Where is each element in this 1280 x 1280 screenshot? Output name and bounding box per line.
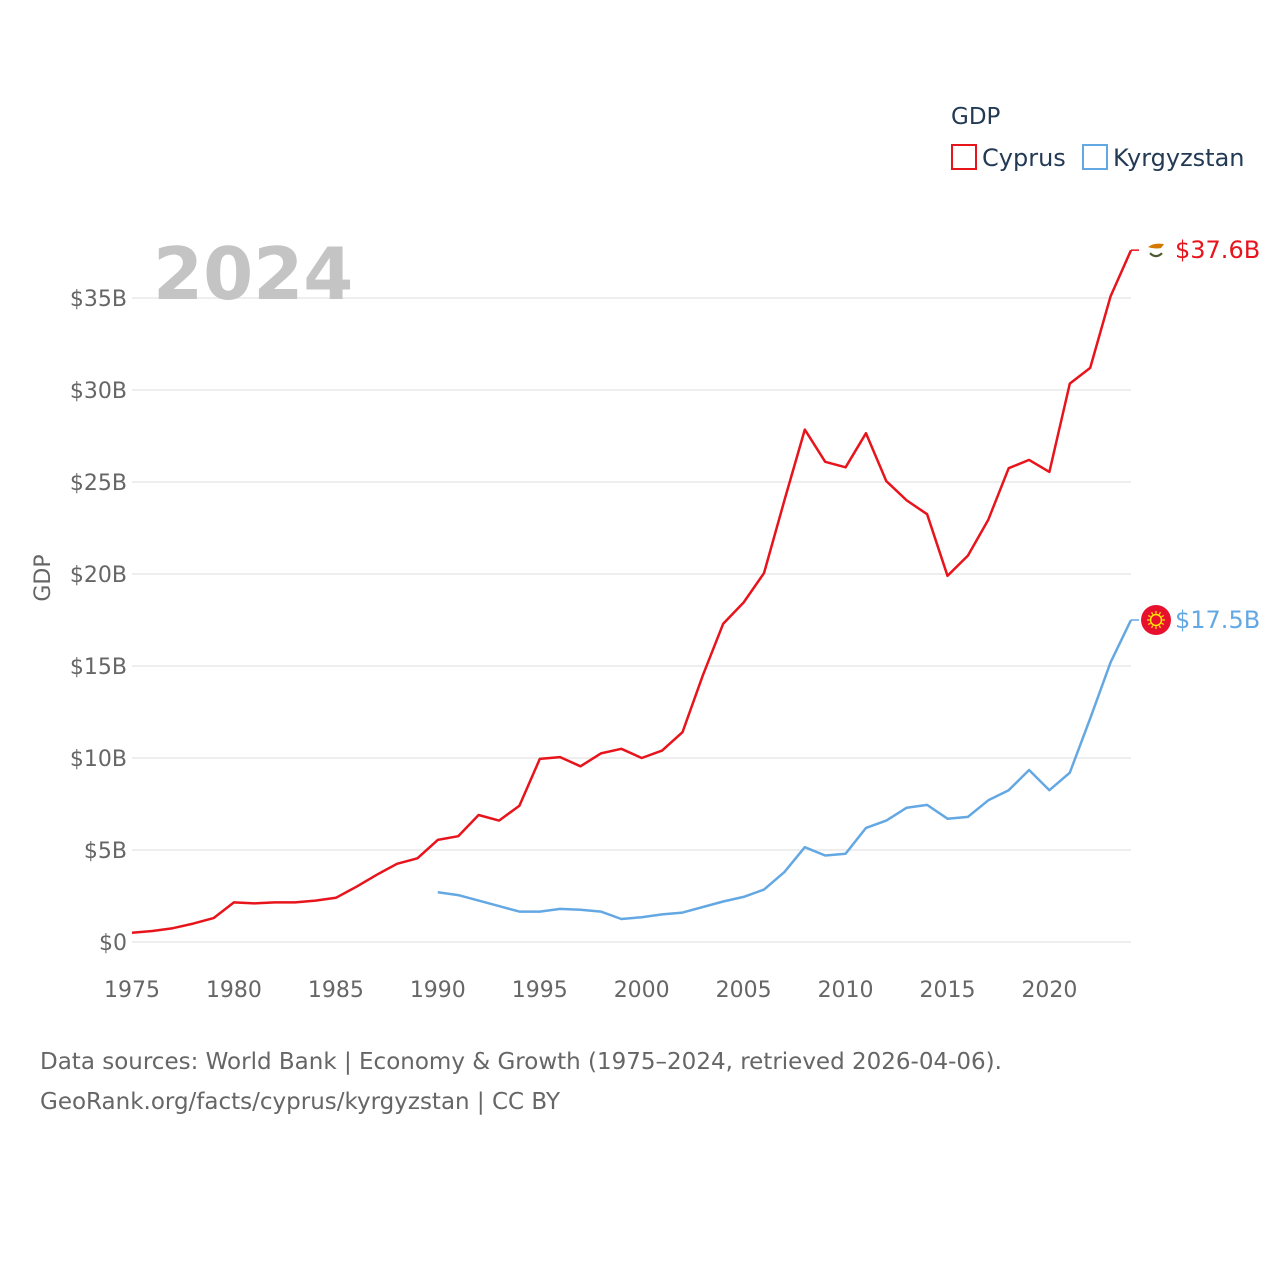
year-label: 2024 [153,232,353,316]
series-lines [131,249,1133,935]
x-tick-label: 1985 [308,978,364,1003]
x-axis-ticks: 1975 1980 1985 1990 1995 2000 2005 2010 2015 2020 [104,978,1077,1003]
source-line-1: Data sources: World Bank | Economy & Gro… [40,1049,1002,1075]
series-line-cyprus [131,249,1133,935]
kyrgyzstan-flag-icon [1141,605,1171,635]
y-tick-label: $5B [84,839,127,864]
legend-item-cyprus[interactable]: Cyprus [951,144,1066,172]
cyprus-flag-icon [1145,239,1167,262]
x-tick-label: 1990 [410,978,466,1003]
x-tick-label: 2015 [920,978,976,1003]
end-label-cyprus: $37.6B [1175,236,1260,264]
x-tick-label: 2000 [614,978,670,1003]
legend-swatch-cyprus [951,144,977,170]
x-tick-label: 2020 [1021,978,1077,1003]
grid-lines [132,297,1131,943]
y-tick-label: $30B [70,379,127,404]
legend-item-kyrgyzstan[interactable]: Kyrgyzstan [1082,144,1245,172]
legend-swatch-kyrgyzstan [1082,144,1108,170]
y-axis-ticks: $0 $5B $10B $15B $20B $25B $30B $35B [70,287,127,956]
y-tick-label: $20B [70,563,127,588]
x-tick-label: 1995 [512,978,568,1003]
legend: GDP Cyprus Kyrgyzstan [951,104,1245,172]
series-line-kyrgyzstan [437,619,1133,921]
y-tick-label: $25B [70,471,127,496]
x-tick-label: 2005 [716,978,772,1003]
y-tick-label: $0 [99,931,127,956]
y-tick-label: $15B [70,655,127,680]
legend-title: GDP [951,104,1001,130]
x-tick-label: 1980 [206,978,262,1003]
end-labels: $37.6B $17.5B [1131,236,1260,635]
y-axis-label: GDP [31,554,56,601]
x-tick-label: 1975 [104,978,160,1003]
source-line-2[interactable]: GeoRank.org/facts/cyprus/kyrgyzstan | CC… [40,1089,560,1115]
legend-label-kyrgyzstan: Kyrgyzstan [1113,144,1245,172]
x-tick-label: 2010 [818,978,874,1003]
end-label-kyrgyzstan: $17.5B [1175,606,1260,634]
legend-label-cyprus: Cyprus [982,144,1066,172]
y-tick-label: $10B [70,747,127,772]
source-note: Data sources: World Bank | Economy & Gro… [40,1042,1002,1122]
y-tick-label: $35B [70,287,127,312]
